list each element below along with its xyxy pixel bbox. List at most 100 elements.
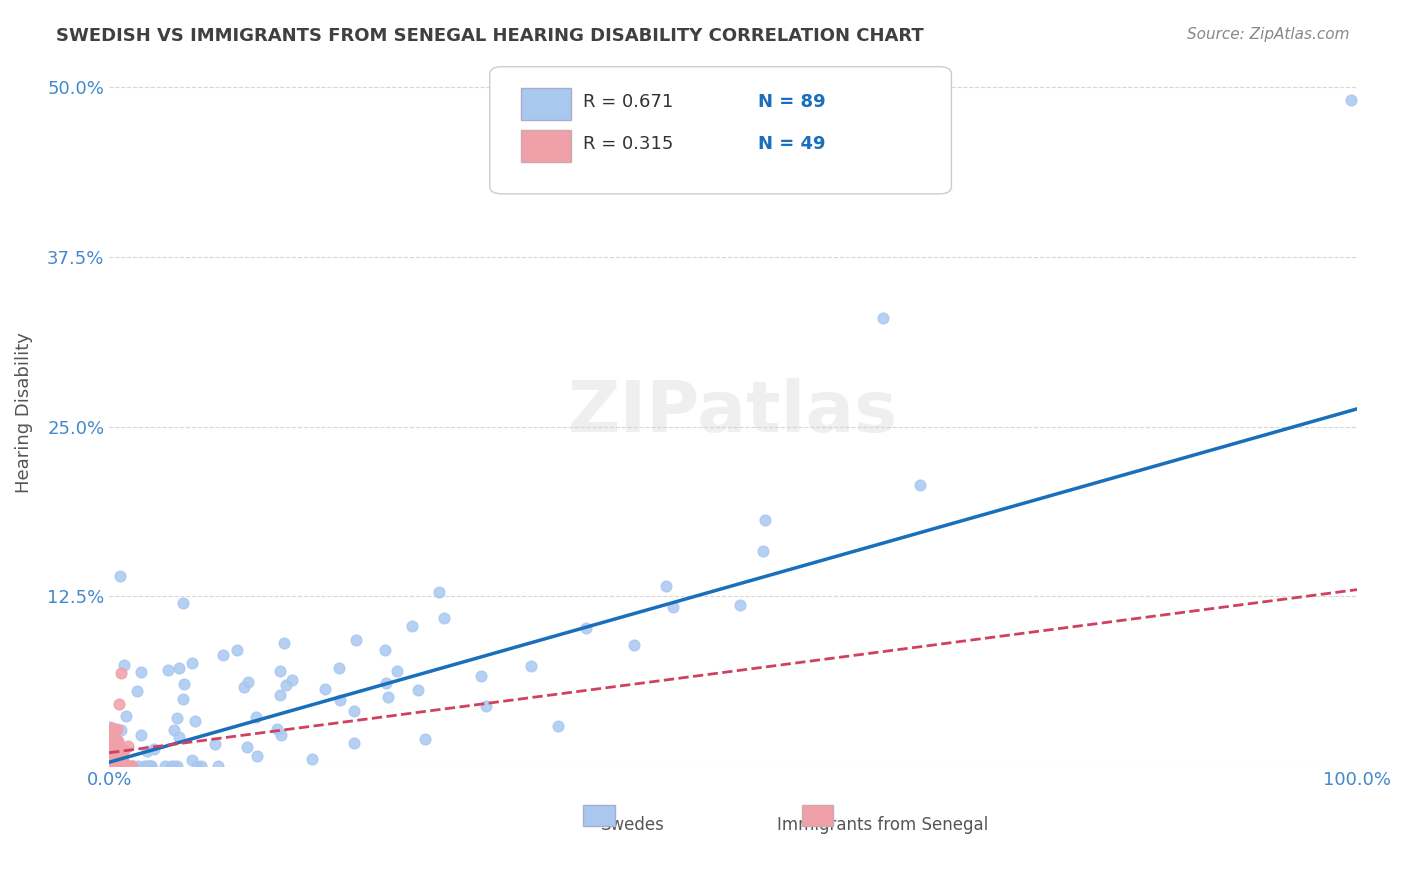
Point	[112, 759, 135, 773]
Point	[100, 730, 122, 744]
Point	[432, 611, 454, 625]
Point	[105, 723, 128, 737]
Point	[129, 728, 152, 742]
Point	[246, 749, 269, 764]
Point	[110, 723, 132, 738]
Point	[104, 723, 127, 737]
Point	[117, 739, 139, 753]
Point	[98, 759, 121, 773]
Point	[623, 638, 645, 652]
Point	[153, 759, 176, 773]
Point	[142, 741, 165, 756]
Point	[136, 744, 159, 758]
Point	[103, 731, 125, 745]
Point	[98, 726, 121, 740]
Point	[100, 735, 122, 749]
Point	[162, 759, 184, 773]
Point	[108, 698, 131, 712]
Point	[374, 643, 396, 657]
Point	[121, 758, 143, 772]
Point	[100, 759, 122, 773]
Text: R = 0.671: R = 0.671	[583, 93, 673, 111]
Point	[139, 759, 162, 773]
Point	[655, 579, 678, 593]
Point	[107, 734, 129, 748]
Bar	[801, 805, 832, 826]
Point	[105, 735, 128, 749]
Point	[172, 692, 194, 706]
Point	[474, 698, 496, 713]
Point	[103, 738, 125, 752]
Y-axis label: Hearing Disability: Hearing Disability	[15, 333, 32, 493]
Text: N = 49: N = 49	[758, 136, 825, 153]
Point	[114, 743, 136, 757]
Point	[269, 689, 291, 703]
Point	[139, 759, 162, 773]
Point	[910, 478, 932, 492]
Point	[100, 755, 122, 769]
Point	[98, 738, 121, 752]
Point	[377, 690, 399, 705]
Point	[115, 758, 138, 772]
Point	[111, 759, 134, 773]
Point	[235, 739, 257, 754]
Point	[207, 759, 229, 773]
Point	[173, 677, 195, 691]
Point	[122, 759, 145, 773]
Point	[415, 732, 437, 747]
Point	[121, 759, 143, 773]
Point	[115, 708, 138, 723]
Point	[167, 730, 190, 744]
Point	[547, 719, 569, 733]
Point	[105, 733, 128, 747]
Point	[98, 741, 121, 756]
Point	[101, 732, 124, 747]
Point	[127, 759, 149, 773]
Point	[127, 684, 149, 698]
Point	[110, 665, 132, 680]
Text: Immigrants from Senegal: Immigrants from Senegal	[778, 816, 988, 834]
Point	[103, 759, 125, 773]
Point	[238, 675, 260, 690]
Point	[204, 737, 226, 751]
Point	[181, 753, 204, 767]
Point	[266, 722, 288, 736]
Point	[112, 658, 135, 673]
Point	[519, 658, 541, 673]
Text: N = 89: N = 89	[758, 93, 825, 111]
Text: ZIPatlas: ZIPatlas	[568, 378, 898, 448]
Point	[117, 759, 139, 773]
Bar	[522, 130, 571, 162]
Point	[343, 704, 366, 718]
Point	[186, 759, 208, 773]
Point	[408, 683, 430, 698]
Text: Source: ZipAtlas.com: Source: ZipAtlas.com	[1187, 27, 1350, 42]
Point	[103, 722, 125, 736]
Point	[110, 568, 132, 582]
Point	[233, 681, 256, 695]
Point	[105, 759, 128, 773]
Point	[104, 754, 127, 768]
Point	[342, 736, 364, 750]
Point	[104, 759, 127, 773]
Point	[385, 664, 408, 678]
Bar	[522, 88, 571, 120]
Point	[344, 632, 367, 647]
Point	[183, 714, 205, 728]
Point	[872, 310, 894, 325]
Point	[111, 754, 134, 768]
Text: Swedes: Swedes	[602, 816, 665, 834]
Text: R = 0.315: R = 0.315	[583, 136, 673, 153]
Point	[101, 758, 124, 772]
Point	[98, 720, 121, 734]
Point	[575, 620, 598, 634]
Point	[273, 636, 295, 650]
Point	[98, 759, 121, 773]
Point	[190, 759, 212, 773]
Point	[139, 759, 162, 773]
Point	[104, 734, 127, 748]
Point	[98, 745, 121, 759]
Point	[101, 759, 124, 773]
Point	[134, 759, 156, 773]
Point	[212, 648, 235, 663]
